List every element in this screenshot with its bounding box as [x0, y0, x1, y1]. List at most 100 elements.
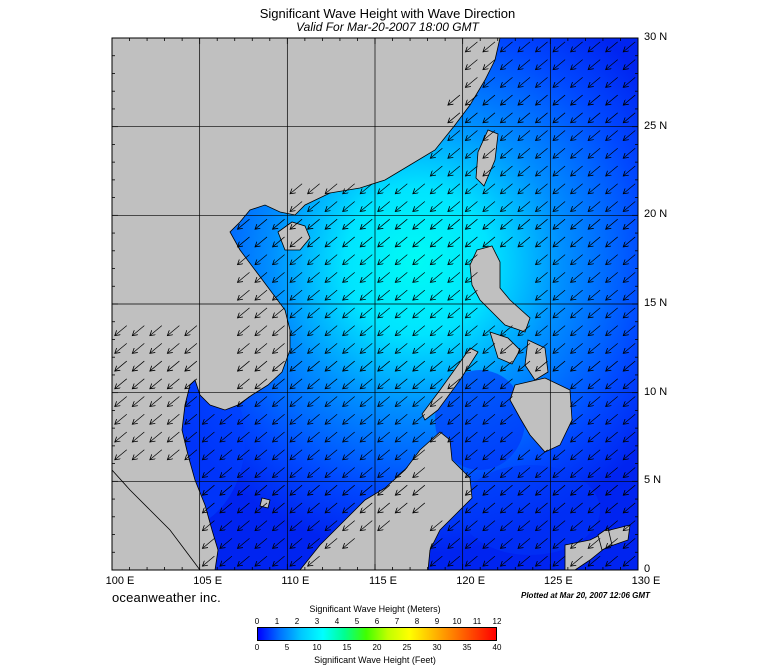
wave-arrow [553, 307, 566, 318]
wave-arrow [518, 94, 531, 105]
wave-arrow [518, 502, 531, 513]
wave-arrow [483, 538, 496, 548]
wave-arrow [255, 236, 268, 247]
wave-arrow [430, 343, 443, 353]
wave-arrow [343, 201, 355, 211]
wave-arrow [413, 413, 426, 424]
wave-arrow [430, 254, 443, 265]
wave-arrow [115, 449, 127, 460]
wave-arrow [571, 236, 583, 247]
wave-arrow [465, 396, 478, 407]
wave-arrow [623, 130, 636, 141]
wave-arrow [273, 218, 285, 229]
wave-arrow [255, 484, 268, 495]
wave-arrow [343, 183, 355, 194]
wave-arrow [571, 325, 583, 336]
wave-arrow [553, 467, 566, 477]
wave-arrow [483, 94, 496, 105]
meter-tick-label: 12 [492, 617, 502, 626]
feet-tick-label: 30 [432, 643, 442, 652]
wave-arrow [536, 218, 548, 229]
lon-label: 125 E [543, 575, 573, 587]
brand-logo-text: oceanweather inc. [112, 590, 221, 605]
wave-arrow [430, 520, 443, 531]
wave-arrow [150, 413, 163, 424]
wave-arrow [238, 449, 250, 460]
wave-arrow [255, 378, 268, 389]
wave-arrow [571, 289, 583, 300]
wave-arrow [185, 360, 198, 371]
plotted-timestamp: Plotted at Mar 20, 2007 12:06 GMT [521, 591, 650, 600]
wave-arrow [150, 325, 163, 336]
wave-arrow [536, 236, 548, 247]
wave-arrow [606, 431, 618, 442]
wave-arrow [501, 218, 513, 229]
wave-arrow [238, 502, 250, 513]
wave-arrow [483, 555, 496, 566]
wave-arrow [238, 307, 250, 318]
feet-tick-label: 20 [372, 643, 382, 652]
wave-arrow [483, 112, 496, 123]
wave-arrow [395, 289, 408, 300]
wave-arrow [185, 431, 198, 442]
wave-arrow [115, 431, 127, 442]
lat-label: 15 N [644, 297, 668, 309]
colorbar-feet-title: Significant Wave Height (Feet) [314, 655, 436, 665]
wave-arrow [238, 484, 250, 495]
wave-arrow [536, 112, 548, 123]
wave-arrow [588, 77, 601, 87]
wave-arrow [202, 520, 215, 531]
wave-arrow [518, 41, 531, 52]
wave-arrow [202, 538, 215, 548]
wave-arrow [465, 272, 478, 282]
wave-arrow [588, 413, 601, 424]
wave-arrow [588, 325, 601, 336]
wave-arrow [606, 307, 618, 318]
wave-arrow [115, 360, 127, 371]
wave-arrow [308, 396, 320, 407]
wave-arrow [115, 378, 127, 389]
wave-arrow [518, 538, 531, 548]
wave-arrow [536, 77, 548, 87]
wave-arrow [238, 360, 250, 371]
wave-arrow [465, 413, 478, 424]
wave-arrow [343, 218, 355, 229]
wave-arrow [325, 378, 338, 389]
wave-arrow [518, 201, 531, 211]
wave-arrow [413, 360, 426, 371]
wave-arrow [325, 520, 338, 531]
wave-arrow [255, 413, 268, 424]
wave-arrow [290, 538, 303, 548]
wave-arrow [448, 378, 461, 389]
wave-arrow [290, 555, 303, 566]
wave-arrow [325, 396, 338, 407]
wave-arrow [378, 431, 390, 442]
wave-arrow [238, 467, 250, 477]
wave-arrow [395, 360, 408, 371]
wave-arrow [448, 431, 461, 442]
wave-arrow [623, 147, 636, 158]
wave-arrow [255, 449, 268, 460]
samar-leyte [524, 339, 549, 381]
wave-arrow [465, 431, 478, 442]
wave-arrow [623, 431, 636, 442]
lon-label: 115 E [369, 575, 397, 587]
wave-arrow [343, 272, 355, 282]
wave-arrow [623, 378, 636, 389]
wave-arrow [483, 467, 496, 477]
wave-arrow [430, 431, 443, 442]
wave-arrow [588, 289, 601, 300]
wave-arrow [553, 112, 566, 123]
wave-arrow [308, 201, 320, 211]
wave-arrow [220, 538, 233, 548]
wave-arrow [360, 254, 373, 265]
wave-arrow [571, 413, 583, 424]
wave-arrow [448, 218, 461, 229]
wave-arrow [185, 343, 198, 353]
wave-arrow [308, 467, 320, 477]
wave-height-map[interactable] [0, 0, 775, 600]
wave-arrow [571, 467, 583, 477]
wave-arrow [623, 289, 636, 300]
wave-arrow [606, 201, 618, 211]
wave-arrow [483, 130, 496, 141]
